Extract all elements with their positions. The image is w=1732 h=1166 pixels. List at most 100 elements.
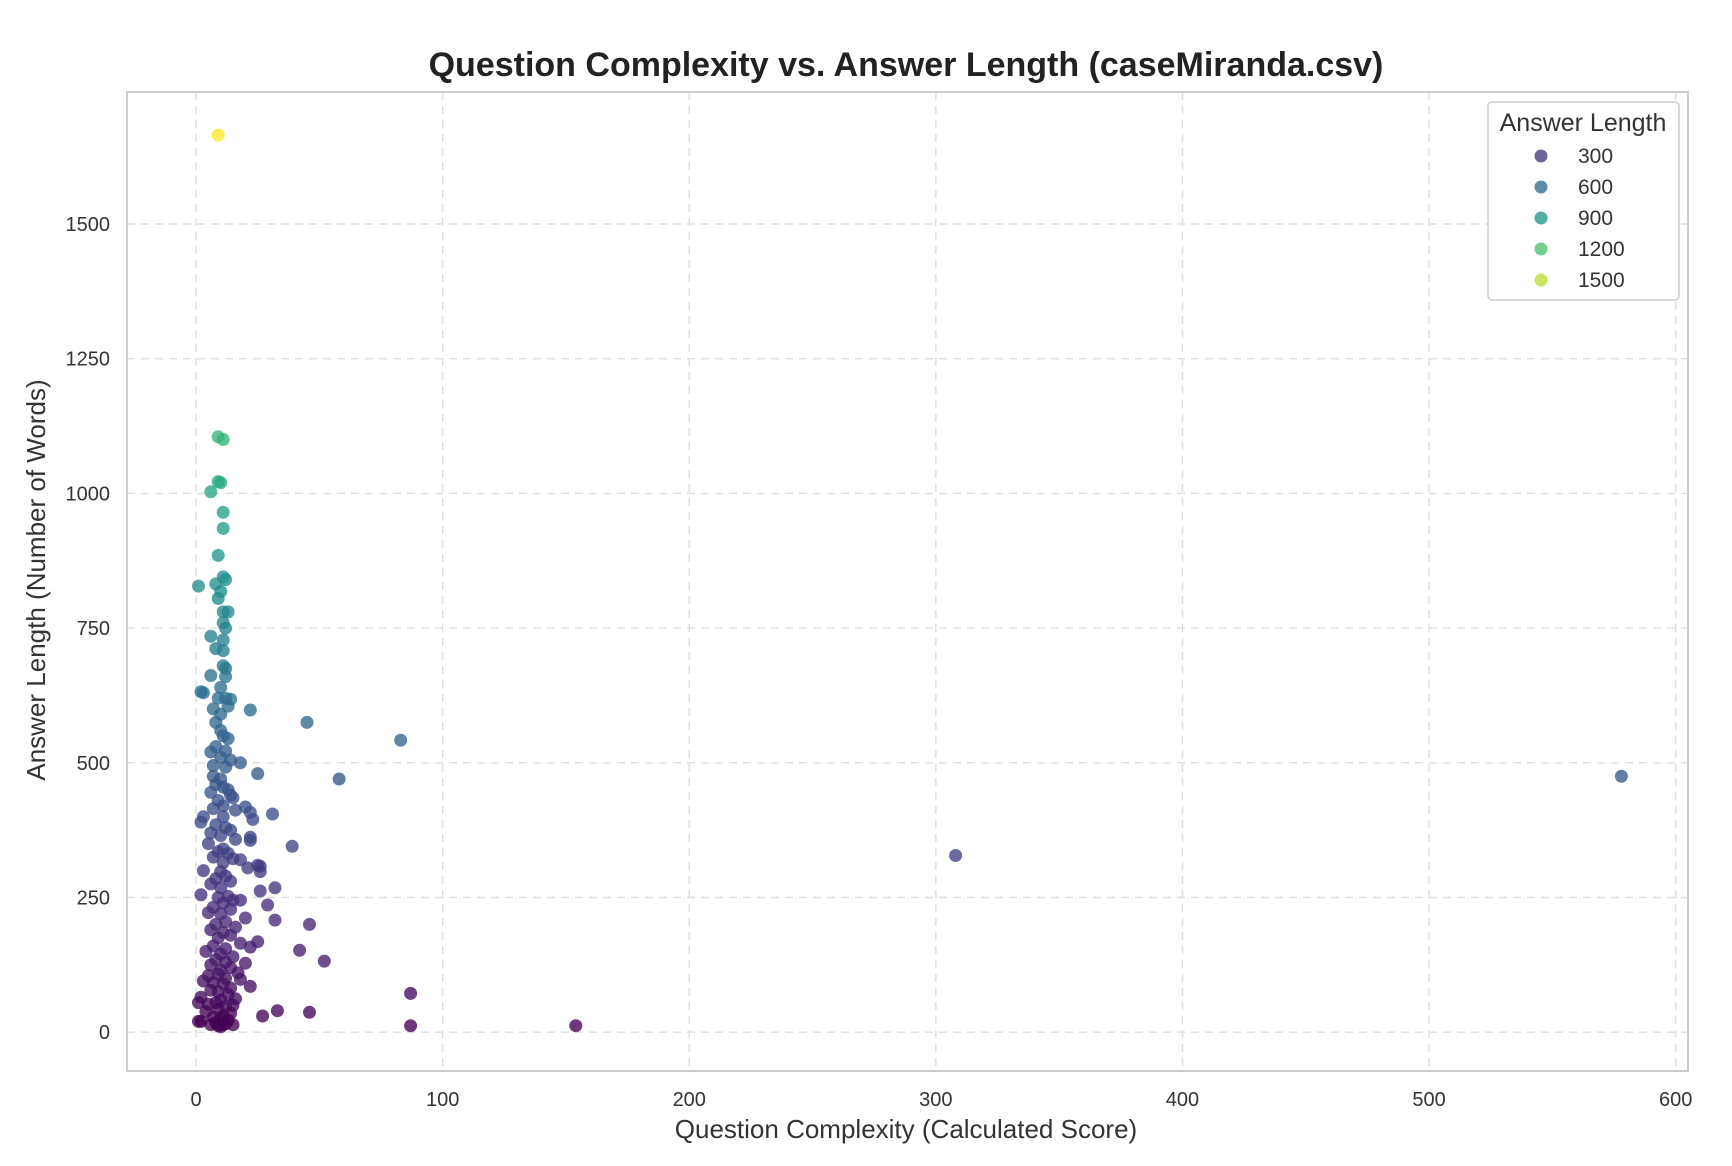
data-point <box>246 812 260 826</box>
y-tick-label: 1250 <box>66 349 111 371</box>
data-point <box>214 829 228 842</box>
data-point <box>317 954 331 968</box>
data-point <box>238 956 252 970</box>
data-point <box>192 996 205 1010</box>
legend-label: 600 <box>1578 176 1613 199</box>
data-point <box>216 1018 230 1032</box>
data-point <box>224 874 238 888</box>
data-point <box>204 826 218 840</box>
x-tick-label: 500 <box>1412 1089 1445 1111</box>
tick-labels: 0 100 200 300 400 500 600 0 250 500 750 1000 1250 150… <box>66 214 1693 1111</box>
data-point <box>233 756 247 770</box>
data-point <box>238 911 252 925</box>
data-point <box>211 128 225 142</box>
data-point <box>216 644 230 658</box>
data-points <box>192 128 1628 1034</box>
y-tick-label: 1000 <box>66 483 111 505</box>
data-point <box>219 915 233 929</box>
legend-label: 900 <box>1578 207 1613 230</box>
data-point <box>224 928 238 942</box>
data-point <box>253 884 267 898</box>
data-point <box>221 732 235 746</box>
data-point <box>243 940 257 954</box>
legend-marker <box>1534 180 1548 194</box>
data-point <box>196 974 210 988</box>
data-point <box>196 864 210 878</box>
data-point <box>204 629 218 643</box>
y-axis-label: Answer Length (Number of Words) <box>21 379 51 780</box>
legend-entries: 300 600 900 1200 1500 <box>1534 145 1625 292</box>
data-point <box>219 621 233 635</box>
data-point <box>303 917 316 931</box>
x-tick-label: 400 <box>1166 1089 1199 1111</box>
legend-marker <box>1534 211 1548 225</box>
data-point <box>285 839 299 853</box>
legend-marker <box>1534 149 1548 163</box>
data-point <box>268 913 282 927</box>
data-point <box>229 803 242 817</box>
data-point <box>251 767 265 781</box>
data-point <box>394 733 408 747</box>
data-point <box>211 548 225 562</box>
y-tick-label: 0 <box>99 1022 110 1044</box>
data-point <box>229 832 242 846</box>
data-point <box>216 799 230 813</box>
legend-label: 1500 <box>1578 269 1625 292</box>
data-point <box>201 837 215 851</box>
grid-lines <box>127 92 1688 1071</box>
data-point <box>293 943 307 957</box>
data-point <box>194 888 208 902</box>
data-point <box>226 791 240 805</box>
data-point <box>216 505 230 519</box>
y-tick-label: 500 <box>77 753 110 775</box>
data-point <box>214 476 228 490</box>
data-point <box>233 972 247 986</box>
data-point <box>204 877 218 891</box>
data-point <box>233 936 247 950</box>
data-point <box>268 881 282 895</box>
legend-label: 1200 <box>1578 238 1625 261</box>
data-point <box>204 669 218 682</box>
y-tick-label: 750 <box>77 618 110 640</box>
data-point <box>332 772 346 786</box>
data-point <box>300 715 314 729</box>
x-tick-label: 300 <box>919 1089 952 1111</box>
data-point <box>243 833 257 847</box>
data-point <box>243 979 257 993</box>
data-point <box>404 986 418 1000</box>
data-point <box>219 760 233 774</box>
data-point <box>216 521 230 535</box>
x-tick-label: 0 <box>190 1089 201 1111</box>
y-tick-label: 1500 <box>66 214 111 236</box>
data-point <box>404 1019 418 1033</box>
data-point <box>204 485 218 499</box>
data-point <box>221 605 235 619</box>
data-point <box>233 893 247 907</box>
data-point <box>201 906 215 920</box>
data-point <box>219 670 233 684</box>
data-point <box>261 898 275 912</box>
data-point <box>226 1018 240 1032</box>
data-point <box>204 1018 218 1032</box>
x-tick-label: 600 <box>1659 1089 1692 1111</box>
data-point <box>194 1014 208 1028</box>
data-point <box>216 633 230 647</box>
x-tick-label: 200 <box>673 1089 706 1111</box>
data-point <box>204 745 218 759</box>
data-point <box>216 433 230 446</box>
data-point <box>569 1019 583 1033</box>
legend-title: Answer Length <box>1500 109 1667 137</box>
data-point <box>194 815 208 829</box>
data-point <box>224 902 238 916</box>
data-point <box>256 1009 270 1023</box>
data-point <box>199 944 213 958</box>
data-point <box>949 849 963 862</box>
data-point <box>214 585 228 598</box>
legend-marker <box>1534 242 1548 256</box>
legend-marker <box>1534 273 1548 287</box>
x-axis-label: Question Complexity (Calculated Score) <box>675 1114 1137 1144</box>
data-point <box>1614 769 1628 783</box>
data-point <box>192 579 205 593</box>
data-point <box>206 759 220 772</box>
legend: Answer Length 300 600 900 1200 1500 <box>1487 101 1680 301</box>
